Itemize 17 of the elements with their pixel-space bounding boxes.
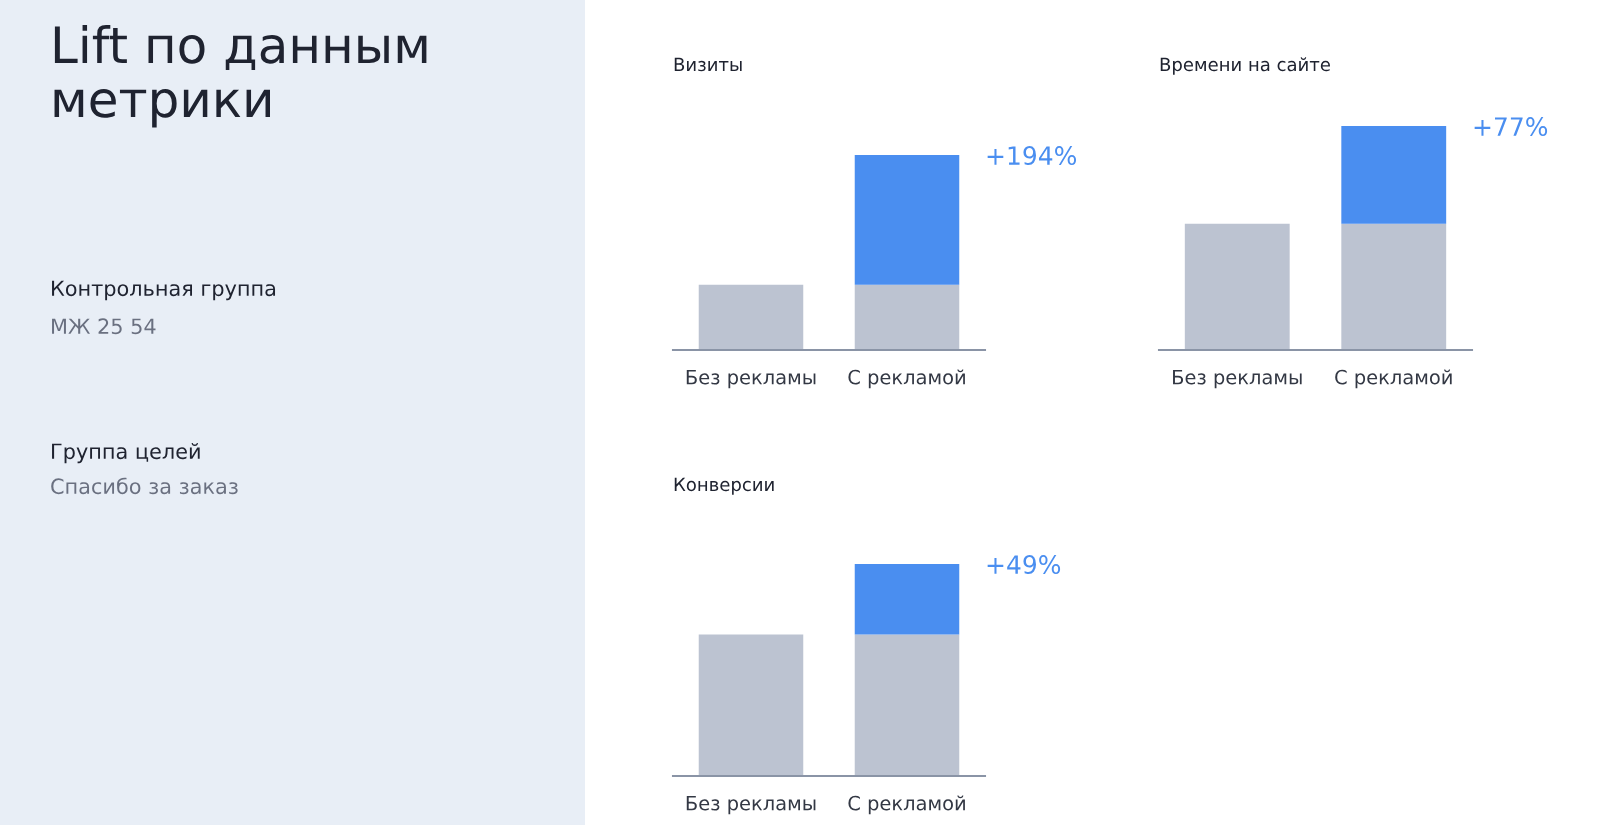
x-tick-label: Без рекламы [686,796,816,815]
x-tick-label: Без рекламы [686,370,816,389]
text: +194% [987,146,1077,166]
chart-title: Конверсии [674,477,774,495]
x-tick-label: С рекламой [848,795,965,815]
text: Контрольная группа [52,280,276,301]
text: +49% [987,555,1061,575]
text: Спасибо за заказ [51,477,238,495]
x-tick-label: Без рекламы [1173,370,1302,389]
chart-title: Времени на сайте [1160,57,1330,75]
x-tick-label: С рекламой [848,369,965,389]
text: Lift по данным метрики [54,25,427,128]
text: МЖ 25 54 [52,318,156,335]
x-tick-label: С рекламой [1335,369,1452,389]
chart-title: Визиты [674,57,742,72]
text: Группа целей [52,443,200,464]
text: +77% [1474,117,1548,137]
